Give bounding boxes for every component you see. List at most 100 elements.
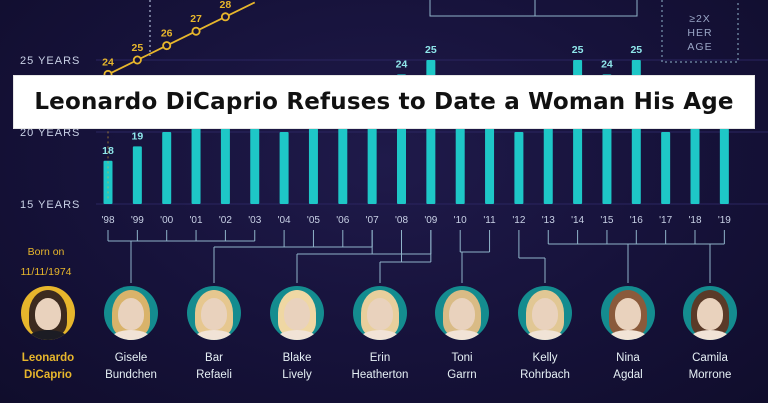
person-kelly: Kelly Rohrbach bbox=[500, 286, 590, 384]
bar bbox=[485, 117, 495, 204]
x-tick-label: '98 bbox=[101, 215, 114, 226]
x-tick-label: '02 bbox=[219, 215, 232, 226]
bar bbox=[132, 146, 142, 204]
last-name: DiCaprio bbox=[24, 369, 72, 381]
x-tick-label: '09 bbox=[424, 215, 437, 226]
leo-age-line bbox=[107, 1, 256, 76]
first-name: Camila bbox=[692, 352, 728, 364]
x-tick-label: '10 bbox=[454, 215, 467, 226]
x-tick-label: '07 bbox=[366, 215, 379, 226]
x-tick-label: '04 bbox=[278, 215, 291, 226]
leo-age-point bbox=[191, 26, 201, 36]
last-name: Refaeli bbox=[196, 369, 232, 381]
leo-age-point bbox=[132, 55, 142, 65]
avatar bbox=[601, 286, 655, 340]
leo-age-label: 24 bbox=[102, 56, 114, 68]
first-name: Gisele bbox=[114, 352, 148, 364]
leo-age-point bbox=[162, 41, 172, 51]
avatar bbox=[187, 286, 241, 340]
x-tick-label: '16 bbox=[630, 215, 643, 226]
avatar bbox=[270, 286, 324, 340]
person-name: Erin Heatherton bbox=[335, 350, 425, 384]
bar-value-label: 18 bbox=[102, 145, 114, 157]
bar-value-label: 19 bbox=[132, 130, 144, 142]
bar bbox=[661, 132, 671, 204]
x-tick-label: '13 bbox=[542, 215, 555, 226]
first-name: Bar bbox=[205, 352, 223, 364]
x-tick-label: '18 bbox=[688, 215, 701, 226]
bar bbox=[279, 132, 289, 204]
bar-value-label: 24 bbox=[396, 58, 408, 70]
avatar bbox=[104, 286, 158, 340]
bar-value-label: 25 bbox=[572, 44, 584, 56]
born-line1: Born on bbox=[27, 246, 65, 258]
first-name: Leonardo bbox=[21, 352, 75, 364]
person-connector bbox=[379, 230, 432, 283]
person-name: Bar Refaeli bbox=[169, 350, 259, 384]
bar bbox=[308, 117, 318, 204]
avatar bbox=[21, 286, 75, 340]
title-banner: Leonardo DiCaprio Refuses to Date a Woma… bbox=[14, 76, 754, 128]
leo-age-point bbox=[220, 12, 230, 22]
person-camila: Camila Morrone bbox=[665, 286, 755, 384]
person-connector bbox=[296, 230, 432, 283]
annotation-box bbox=[661, 0, 739, 63]
x-tick-label: '14 bbox=[571, 215, 584, 226]
person-name: Toni Garrn bbox=[417, 350, 507, 384]
person-name: Leonardo DiCaprio bbox=[3, 350, 93, 384]
person-name: Gisele Bundchen bbox=[86, 350, 176, 384]
person-name: Camila Morrone bbox=[665, 350, 755, 384]
bar bbox=[690, 117, 700, 204]
person-name: Blake Lively bbox=[252, 350, 342, 384]
avatar bbox=[518, 286, 572, 340]
x-tick-label: '15 bbox=[600, 215, 613, 226]
x-tick-label: '03 bbox=[248, 215, 261, 226]
born-date: 11/11/1974 bbox=[20, 266, 72, 278]
last-name: Morrone bbox=[688, 369, 732, 381]
y-tick-label: 20 YEARS bbox=[20, 127, 80, 139]
x-tick-label: '99 bbox=[131, 215, 144, 226]
person-connector bbox=[213, 230, 373, 283]
annotation-line: ≥2X bbox=[689, 13, 711, 25]
x-tick-label: '06 bbox=[336, 215, 349, 226]
x-tick-label: '12 bbox=[512, 215, 525, 226]
x-tick-label: '08 bbox=[395, 215, 408, 226]
person-connector bbox=[459, 230, 491, 283]
x-tick-label: '00 bbox=[160, 215, 173, 226]
bar bbox=[191, 117, 201, 204]
x-tick-label: '05 bbox=[307, 215, 320, 226]
person-gisele: Gisele Bundchen bbox=[86, 286, 176, 384]
y-tick-label: 25 YEARS bbox=[20, 55, 80, 67]
person-connector bbox=[518, 230, 546, 283]
avatar bbox=[435, 286, 489, 340]
person-bar: Bar Refaeli bbox=[169, 286, 259, 384]
leo-age-label: 26 bbox=[161, 28, 173, 40]
bar-value-label: 24 bbox=[601, 58, 613, 70]
last-name: Heatherton bbox=[351, 369, 409, 381]
bar-value-label: 25 bbox=[630, 44, 642, 56]
leo-age-label: 25 bbox=[132, 42, 144, 54]
person-connector bbox=[107, 230, 256, 283]
x-tick-label: '19 bbox=[718, 215, 731, 226]
x-tick-label: '01 bbox=[190, 215, 203, 226]
leo-age-label: 27 bbox=[190, 13, 202, 25]
annotation-line: HER bbox=[687, 27, 712, 39]
page-title: Leonardo DiCaprio Refuses to Date a Woma… bbox=[34, 89, 734, 115]
bar bbox=[514, 132, 524, 204]
annotation-line: AGE bbox=[687, 41, 712, 53]
bar bbox=[162, 132, 172, 204]
first-name: Blake bbox=[282, 352, 312, 364]
avatar bbox=[353, 286, 407, 340]
person-nina: Nina Agdal bbox=[583, 286, 673, 384]
last-name: Rohrbach bbox=[520, 369, 570, 381]
x-tick-label: '17 bbox=[659, 215, 672, 226]
bar bbox=[220, 103, 230, 204]
person-name: Kelly Rohrbach bbox=[500, 350, 590, 384]
bar-value-label: 25 bbox=[425, 44, 437, 56]
y-tick-label: 15 YEARS bbox=[20, 199, 80, 211]
person-toni: Toni Garrn bbox=[417, 286, 507, 384]
x-tick-label: '11 bbox=[483, 215, 496, 226]
first-name: Toni bbox=[451, 352, 473, 364]
avatar bbox=[683, 286, 737, 340]
